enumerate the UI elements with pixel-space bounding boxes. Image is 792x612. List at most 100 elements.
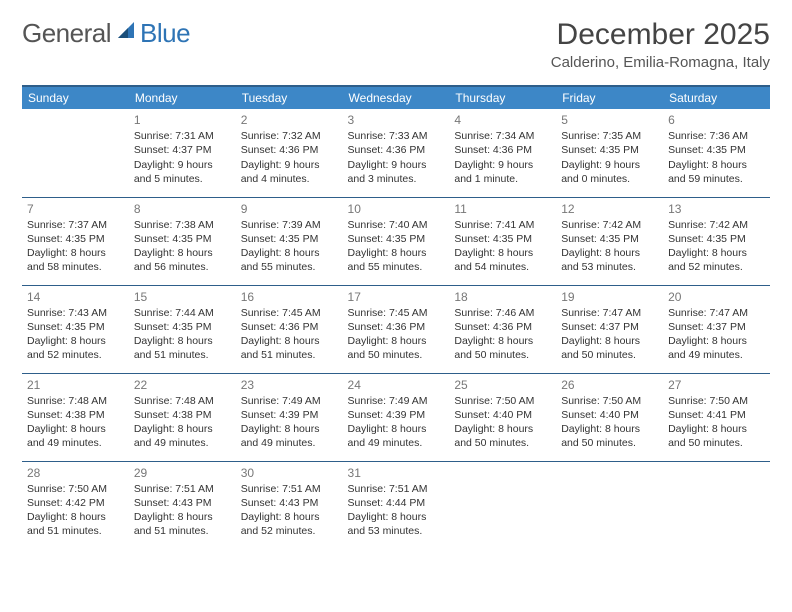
sunset-text: Sunset: 4:36 PM <box>348 320 445 334</box>
calendar-cell: 10Sunrise: 7:40 AMSunset: 4:35 PMDayligh… <box>343 197 450 285</box>
daylight-text: Daylight: 8 hours and 52 minutes. <box>27 334 124 362</box>
sunset-text: Sunset: 4:37 PM <box>134 143 231 157</box>
calendar-cell: 31Sunrise: 7:51 AMSunset: 4:44 PMDayligh… <box>343 461 450 549</box>
sunset-text: Sunset: 4:35 PM <box>454 232 551 246</box>
calendar-cell: 11Sunrise: 7:41 AMSunset: 4:35 PMDayligh… <box>449 197 556 285</box>
day-number: 20 <box>668 289 765 305</box>
sunset-text: Sunset: 4:38 PM <box>27 408 124 422</box>
sunset-text: Sunset: 4:35 PM <box>668 232 765 246</box>
daylight-text: Daylight: 8 hours and 55 minutes. <box>241 246 338 274</box>
calendar-cell: 16Sunrise: 7:45 AMSunset: 4:36 PMDayligh… <box>236 285 343 373</box>
calendar-cell <box>449 461 556 549</box>
daylight-text: Daylight: 8 hours and 49 minutes. <box>241 422 338 450</box>
daylight-text: Daylight: 8 hours and 49 minutes. <box>27 422 124 450</box>
sunrise-text: Sunrise: 7:49 AM <box>241 394 338 408</box>
daylight-text: Daylight: 8 hours and 49 minutes. <box>348 422 445 450</box>
sunset-text: Sunset: 4:37 PM <box>561 320 658 334</box>
daylight-text: Daylight: 9 hours and 0 minutes. <box>561 158 658 186</box>
calendar-table: Sunday Monday Tuesday Wednesday Thursday… <box>22 85 770 549</box>
day-number: 12 <box>561 201 658 217</box>
logo-sail-icon <box>116 20 138 47</box>
sunrise-text: Sunrise: 7:37 AM <box>27 218 124 232</box>
header: General Blue December 2025 Calderino, Em… <box>22 18 770 71</box>
sunset-text: Sunset: 4:35 PM <box>348 232 445 246</box>
day-number: 8 <box>134 201 231 217</box>
daylight-text: Daylight: 8 hours and 59 minutes. <box>668 158 765 186</box>
sunrise-text: Sunrise: 7:51 AM <box>134 482 231 496</box>
calendar-cell: 29Sunrise: 7:51 AMSunset: 4:43 PMDayligh… <box>129 461 236 549</box>
daylight-text: Daylight: 8 hours and 50 minutes. <box>668 422 765 450</box>
daylight-text: Daylight: 8 hours and 51 minutes. <box>134 334 231 362</box>
title-block: December 2025 Calderino, Emilia-Romagna,… <box>551 18 770 71</box>
calendar-cell: 12Sunrise: 7:42 AMSunset: 4:35 PMDayligh… <box>556 197 663 285</box>
daylight-text: Daylight: 8 hours and 50 minutes. <box>348 334 445 362</box>
sunset-text: Sunset: 4:35 PM <box>561 232 658 246</box>
day-number: 16 <box>241 289 338 305</box>
calendar-cell: 2Sunrise: 7:32 AMSunset: 4:36 PMDaylight… <box>236 109 343 197</box>
day-number: 31 <box>348 465 445 481</box>
sunrise-text: Sunrise: 7:38 AM <box>134 218 231 232</box>
day-number: 4 <box>454 112 551 128</box>
calendar-cell: 20Sunrise: 7:47 AMSunset: 4:37 PMDayligh… <box>663 285 770 373</box>
day-number: 13 <box>668 201 765 217</box>
calendar-cell: 24Sunrise: 7:49 AMSunset: 4:39 PMDayligh… <box>343 373 450 461</box>
sunrise-text: Sunrise: 7:51 AM <box>348 482 445 496</box>
calendar-cell: 4Sunrise: 7:34 AMSunset: 4:36 PMDaylight… <box>449 109 556 197</box>
day-number: 22 <box>134 377 231 393</box>
calendar-cell: 26Sunrise: 7:50 AMSunset: 4:40 PMDayligh… <box>556 373 663 461</box>
calendar-cell: 3Sunrise: 7:33 AMSunset: 4:36 PMDaylight… <box>343 109 450 197</box>
daylight-text: Daylight: 8 hours and 54 minutes. <box>454 246 551 274</box>
day-number: 26 <box>561 377 658 393</box>
day-number: 11 <box>454 201 551 217</box>
sunrise-text: Sunrise: 7:50 AM <box>668 394 765 408</box>
day-number: 7 <box>27 201 124 217</box>
sunset-text: Sunset: 4:35 PM <box>27 320 124 334</box>
day-number: 6 <box>668 112 765 128</box>
calendar-cell: 15Sunrise: 7:44 AMSunset: 4:35 PMDayligh… <box>129 285 236 373</box>
daylight-text: Daylight: 8 hours and 49 minutes. <box>134 422 231 450</box>
daylight-text: Daylight: 8 hours and 52 minutes. <box>668 246 765 274</box>
sunset-text: Sunset: 4:43 PM <box>134 496 231 510</box>
logo-text-blue: Blue <box>140 18 190 49</box>
calendar-cell <box>663 461 770 549</box>
day-number: 28 <box>27 465 124 481</box>
sunset-text: Sunset: 4:35 PM <box>134 320 231 334</box>
daylight-text: Daylight: 8 hours and 49 minutes. <box>668 334 765 362</box>
daylight-text: Daylight: 8 hours and 50 minutes. <box>561 422 658 450</box>
day-number: 1 <box>134 112 231 128</box>
calendar-cell: 8Sunrise: 7:38 AMSunset: 4:35 PMDaylight… <box>129 197 236 285</box>
col-saturday: Saturday <box>663 86 770 109</box>
daylight-text: Daylight: 8 hours and 51 minutes. <box>241 334 338 362</box>
day-number: 19 <box>561 289 658 305</box>
calendar-row: 21Sunrise: 7:48 AMSunset: 4:38 PMDayligh… <box>22 373 770 461</box>
calendar-cell: 30Sunrise: 7:51 AMSunset: 4:43 PMDayligh… <box>236 461 343 549</box>
calendar-row: 1Sunrise: 7:31 AMSunset: 4:37 PMDaylight… <box>22 109 770 197</box>
daylight-text: Daylight: 8 hours and 51 minutes. <box>27 510 124 538</box>
weekday-header-row: Sunday Monday Tuesday Wednesday Thursday… <box>22 86 770 109</box>
col-thursday: Thursday <box>449 86 556 109</box>
day-number: 15 <box>134 289 231 305</box>
sunset-text: Sunset: 4:35 PM <box>561 143 658 157</box>
sunrise-text: Sunrise: 7:35 AM <box>561 129 658 143</box>
sunset-text: Sunset: 4:43 PM <box>241 496 338 510</box>
day-number: 24 <box>348 377 445 393</box>
sunset-text: Sunset: 4:38 PM <box>134 408 231 422</box>
daylight-text: Daylight: 8 hours and 56 minutes. <box>134 246 231 274</box>
calendar-cell: 25Sunrise: 7:50 AMSunset: 4:40 PMDayligh… <box>449 373 556 461</box>
sunrise-text: Sunrise: 7:33 AM <box>348 129 445 143</box>
sunrise-text: Sunrise: 7:41 AM <box>454 218 551 232</box>
sunset-text: Sunset: 4:35 PM <box>27 232 124 246</box>
daylight-text: Daylight: 9 hours and 3 minutes. <box>348 158 445 186</box>
sunset-text: Sunset: 4:35 PM <box>134 232 231 246</box>
sunrise-text: Sunrise: 7:34 AM <box>454 129 551 143</box>
sunset-text: Sunset: 4:35 PM <box>241 232 338 246</box>
sunrise-text: Sunrise: 7:45 AM <box>348 306 445 320</box>
calendar-row: 14Sunrise: 7:43 AMSunset: 4:35 PMDayligh… <box>22 285 770 373</box>
day-number: 9 <box>241 201 338 217</box>
daylight-text: Daylight: 8 hours and 50 minutes. <box>454 334 551 362</box>
daylight-text: Daylight: 8 hours and 55 minutes. <box>348 246 445 274</box>
calendar-cell: 22Sunrise: 7:48 AMSunset: 4:38 PMDayligh… <box>129 373 236 461</box>
logo: General Blue <box>22 18 190 49</box>
month-title: December 2025 <box>551 18 770 52</box>
calendar-body: 1Sunrise: 7:31 AMSunset: 4:37 PMDaylight… <box>22 109 770 549</box>
